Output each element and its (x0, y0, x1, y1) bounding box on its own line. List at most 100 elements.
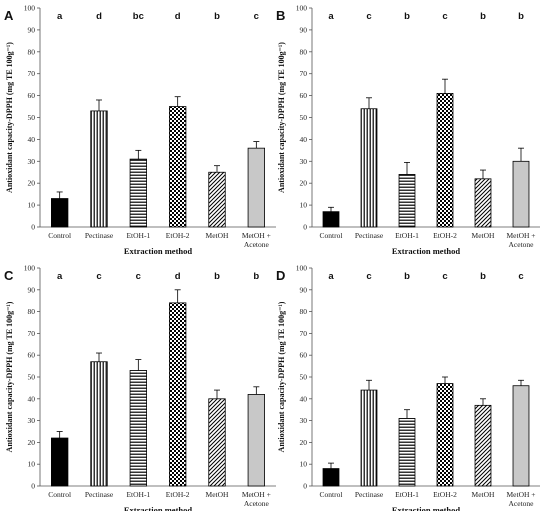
y-tick-label: 90 (28, 285, 36, 294)
significance-label: d (175, 271, 181, 282)
bar-control (322, 211, 340, 228)
bar-control (322, 468, 340, 487)
significance-label: c (442, 11, 447, 22)
bar-etoh-1 (398, 418, 416, 487)
bar-etoh-2 (436, 383, 454, 487)
bar-metoh-acetone (247, 147, 265, 228)
y-tick-label: 80 (28, 47, 36, 56)
y-tick-label: 100 (24, 264, 36, 273)
x-axis-label: Extraction method (392, 505, 461, 511)
bar-pectinase (360, 389, 378, 487)
significance-label: d (175, 11, 181, 22)
x-tick-label: EtOH-1 (126, 490, 150, 499)
y-tick-label: 100 (296, 264, 308, 273)
x-tick-label: EtOH-1 (395, 231, 419, 240)
panel-letter: A (4, 8, 14, 23)
y-tick-label: 20 (28, 438, 36, 447)
y-tick-label: 100 (24, 4, 36, 13)
significance-label: b (480, 271, 486, 282)
y-tick-label: 80 (28, 307, 36, 316)
y-tick-label: 30 (28, 157, 36, 166)
y-axis-label: Antioxidant capacity-DPPH (mg TE 100g⁻¹) (277, 301, 286, 452)
y-tick-label: 0 (31, 223, 35, 232)
y-tick-label: 0 (31, 482, 35, 491)
y-tick-label: 10 (300, 201, 308, 210)
bar-metoh-acetone (512, 160, 530, 228)
significance-label: c (366, 11, 371, 22)
y-tick-label: 40 (28, 394, 36, 403)
bar-pectinase (360, 108, 378, 228)
significance-label: c (96, 271, 101, 282)
x-tick-label: Pectinase (85, 490, 114, 499)
significance-label: d (96, 11, 102, 22)
significance-label: b (480, 11, 486, 22)
bar-etoh-1 (129, 158, 147, 228)
bar-etoh-2 (169, 106, 187, 228)
significance-label: c (366, 271, 371, 282)
y-tick-label: 40 (300, 135, 308, 144)
bar-etoh-1 (398, 174, 416, 228)
x-tick-label: Control (320, 490, 343, 499)
significance-label: b (518, 11, 524, 22)
bar-control (51, 437, 69, 487)
x-tick-label: EtOH-1 (395, 490, 419, 499)
x-axis-label: Extraction method (392, 246, 461, 256)
x-tick-label: MetOH + Acetone (506, 490, 535, 508)
bar-metoh (474, 404, 492, 487)
y-tick-label: 90 (300, 285, 308, 294)
x-tick-label: EtOH-2 (166, 231, 190, 240)
y-tick-label: 20 (300, 438, 308, 447)
y-tick-label: 40 (28, 135, 36, 144)
y-tick-label: 90 (300, 25, 308, 34)
bar-metoh-acetone (512, 385, 530, 487)
y-tick-label: 90 (28, 25, 36, 34)
y-tick-label: 0 (303, 482, 307, 491)
bar-metoh (208, 398, 226, 487)
significance-label: b (214, 271, 220, 282)
y-tick-label: 70 (300, 69, 308, 78)
x-tick-label: MetOH (472, 490, 495, 499)
x-tick-label: MetOH + Acetone (242, 231, 271, 249)
y-tick-label: 10 (300, 460, 308, 469)
significance-label: a (328, 11, 334, 22)
significance-label: b (404, 11, 410, 22)
y-tick-label: 10 (28, 460, 36, 469)
x-tick-label: MetOH (472, 231, 495, 240)
panel-letter: C (4, 268, 14, 283)
y-tick-label: 60 (28, 351, 36, 360)
y-tick-label: 40 (300, 394, 308, 403)
y-tick-label: 20 (300, 179, 308, 188)
significance-label: b (253, 271, 259, 282)
x-tick-label: Control (48, 231, 71, 240)
bar-metoh-acetone (247, 394, 265, 487)
panel-letter: D (276, 268, 285, 283)
x-tick-label: EtOH-2 (433, 231, 457, 240)
y-tick-label: 60 (300, 91, 308, 100)
y-axis-label: Antioxidant capacity-DPPH (mg TE 100g⁻¹) (5, 42, 14, 193)
y-tick-label: 50 (300, 373, 308, 382)
y-tick-label: 50 (28, 113, 36, 122)
y-tick-label: 60 (300, 351, 308, 360)
bar-pectinase (90, 110, 108, 228)
panel-letter: B (276, 8, 285, 23)
y-tick-label: 30 (300, 157, 308, 166)
x-tick-label: EtOH-1 (126, 231, 150, 240)
x-tick-label: MetOH (206, 231, 229, 240)
bar-etoh-2 (436, 93, 454, 228)
x-tick-label: EtOH-2 (433, 490, 457, 499)
significance-label: b (214, 11, 220, 22)
significance-label: c (442, 271, 447, 282)
y-tick-label: 10 (28, 201, 36, 210)
chart-panel-b: 0 10 20 30 40 50 60 70 80 90 100 Antioxidant capaci… (276, 4, 540, 256)
x-axis-label: Extraction method (124, 505, 193, 511)
significance-label: c (254, 11, 259, 22)
significance-label: b (404, 271, 410, 282)
y-axis-label: Antioxidant capacity-DPPH (mg TE 100g⁻¹) (5, 301, 14, 452)
chart-panel-a: 0 10 20 30 40 50 60 70 80 90 100 Antioxidant capaci… (4, 4, 276, 256)
significance-label: bc (133, 11, 144, 22)
significance-label: a (328, 271, 334, 282)
y-tick-label: 20 (28, 179, 36, 188)
significance-label: c (518, 271, 523, 282)
y-tick-label: 100 (296, 4, 308, 13)
